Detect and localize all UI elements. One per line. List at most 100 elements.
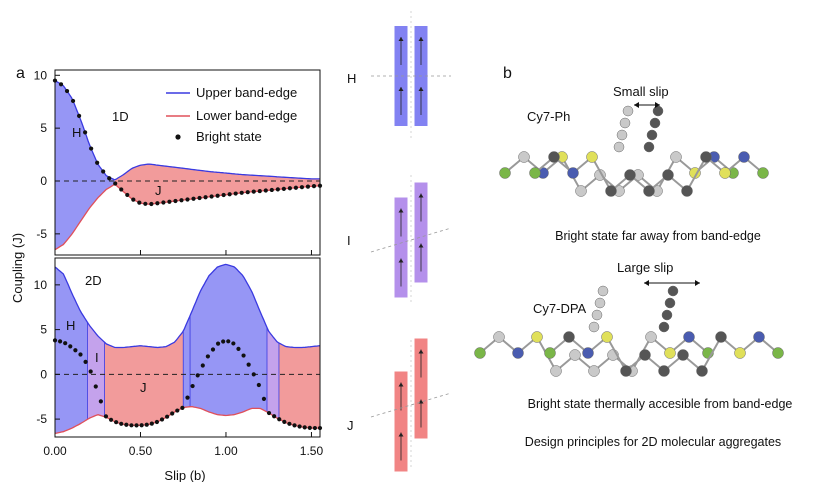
- bright-state-point: [221, 339, 226, 344]
- region-fill-3: [183, 315, 191, 408]
- cy7-dpa-front-atom: [544, 347, 556, 359]
- bright-state-point: [195, 373, 200, 378]
- bright-state-point: [119, 421, 124, 426]
- x-axis-label: Slip (b): [164, 468, 205, 482]
- bright-state-point: [125, 192, 130, 198]
- bright-state-point: [134, 423, 139, 428]
- bright-state-point: [205, 354, 210, 359]
- area-h-1d: [55, 80, 115, 250]
- cy7-dpa-back-pendant-atom: [591, 309, 603, 321]
- bright-state-point: [93, 384, 98, 389]
- cy7-dpa-front-atom: [658, 365, 670, 377]
- cy7-dpa-front-pendant-atom: [658, 321, 670, 333]
- bright-state-point: [154, 419, 160, 425]
- bright-state-point: [281, 186, 286, 191]
- cy7-ph-back-pendant-atom: [622, 105, 634, 117]
- cy7-dpa-front-atom: [753, 331, 765, 343]
- panel-tag-1d: 1D: [112, 109, 129, 124]
- cy7-dpa-back-pendant-atom: [594, 297, 606, 309]
- bright-state-point: [190, 383, 195, 389]
- bright-state-point: [261, 396, 267, 401]
- bright-state-point: [209, 194, 214, 199]
- region-label-2d-j: J: [140, 380, 147, 395]
- region-fill-0: [55, 266, 88, 434]
- bright-state-point: [70, 98, 76, 104]
- bright-state-point: [179, 198, 184, 203]
- cy7-dpa-front-pendant-atom: [667, 285, 679, 297]
- cy7-ph-front-pendant-atom: [652, 105, 664, 117]
- bright-state-point: [113, 181, 118, 186]
- cy7-dpa-back-atom: [493, 331, 505, 343]
- cy7-ph-back-atom: [670, 151, 682, 163]
- bright-state-point: [272, 414, 277, 419]
- cy7-dpa-front-atom: [772, 347, 784, 359]
- cy7-ph-front-atom: [586, 151, 598, 163]
- cy7-ph-front-atom: [624, 169, 636, 181]
- cy7-dpa-back-atom: [474, 347, 486, 359]
- footer-caption: Design principles for 2D molecular aggre…: [525, 435, 781, 449]
- dipole-arrow-head: [398, 382, 404, 387]
- series-line-upper: [54, 263, 321, 349]
- cy7-dpa-back-atom: [531, 331, 543, 343]
- stick-label-i: I: [347, 233, 351, 248]
- x-tick-label: 1.00: [214, 444, 238, 458]
- bright-state-point: [175, 408, 180, 413]
- panel-letter-b: b: [503, 65, 512, 82]
- cy7-dpa-back-pendant-atom: [597, 285, 609, 297]
- slip-text-2: Large slip: [617, 260, 673, 275]
- bright-state-point: [245, 190, 250, 195]
- cy7-ph-front-atom: [643, 185, 655, 197]
- y-tick-label: 10: [34, 68, 48, 82]
- cy7-dpa-front-pendant-atom: [661, 309, 673, 321]
- y-tick-label: 5: [40, 121, 47, 135]
- legend-label-upper: Upper band-edge: [196, 85, 297, 100]
- cy7-ph-front-atom: [738, 151, 750, 163]
- bright-state-point: [63, 341, 68, 346]
- y-tick-label: 0: [40, 174, 47, 188]
- bright-state-point: [78, 352, 83, 357]
- cy7-dpa-back-atom: [588, 365, 600, 377]
- bright-state-point: [305, 184, 311, 189]
- bright-state-point: [210, 347, 216, 352]
- bright-state-point: [73, 348, 78, 353]
- region-label-1d-h: H: [72, 125, 81, 140]
- bright-state-point: [149, 201, 154, 207]
- cy7-ph-front-atom: [719, 167, 731, 179]
- bright-state-point: [159, 417, 165, 422]
- stick-molecule-I-0: [394, 197, 408, 298]
- bright-state-point: [88, 369, 93, 374]
- bright-state-point: [251, 189, 256, 194]
- bright-state-point: [57, 339, 63, 344]
- y-axis-label: Coupling (J): [10, 233, 25, 303]
- area-j-1d: [114, 164, 320, 205]
- bright-state-point: [226, 339, 231, 344]
- bright-state-point: [101, 169, 106, 174]
- chart-1d: -5 0 5 10: [34, 68, 323, 256]
- bright-state-point: [173, 198, 178, 204]
- bright-state-point: [287, 186, 292, 191]
- cy7-dpa-front-atom: [582, 347, 594, 359]
- bright-state-point: [292, 423, 297, 428]
- molecule-renderings: [474, 105, 784, 377]
- legend-label-bright: Bright state: [196, 129, 262, 144]
- dipole-arrow-head: [398, 37, 404, 41]
- y-tick-label: -5: [36, 227, 47, 241]
- bright-state-point: [170, 411, 175, 416]
- cy7-ph-front-atom: [757, 167, 769, 179]
- cy7-dpa-back-atom: [512, 347, 524, 359]
- bright-state-point: [239, 190, 244, 195]
- bright-state-point: [131, 197, 136, 202]
- bright-state-point: [155, 201, 160, 206]
- y-tick-label: 10: [34, 278, 48, 292]
- stick-label-h: H: [347, 71, 356, 86]
- cy7-ph-front-atom: [548, 151, 560, 163]
- cy7-dpa-back-atom: [645, 331, 657, 343]
- cy7-ph-back-atom: [499, 167, 511, 179]
- panel-letter-a: a: [16, 65, 25, 82]
- molecule-name-1: Cy7-Ph: [527, 109, 570, 124]
- bright-state-point: [95, 160, 100, 165]
- cy7-dpa-back-atom: [550, 365, 562, 377]
- stick-molecule-J-0: [394, 371, 408, 472]
- x-tick-label: 1.50: [300, 444, 324, 458]
- bright-state-point: [297, 424, 302, 429]
